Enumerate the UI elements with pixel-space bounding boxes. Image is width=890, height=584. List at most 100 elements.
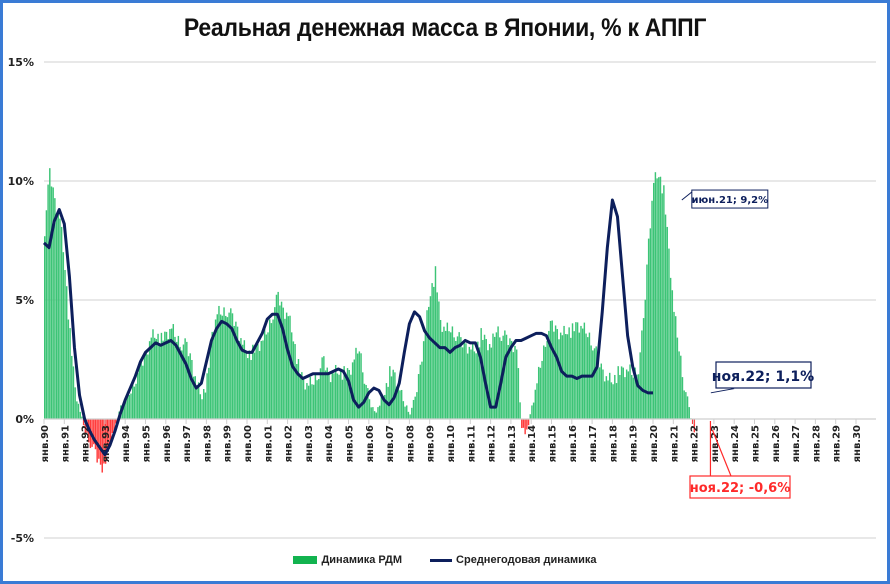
- bar: [441, 331, 443, 419]
- bar: [282, 307, 284, 419]
- annotation-label-line-latest: ноя.22; 1,1%: [712, 369, 814, 385]
- bar: [631, 374, 633, 419]
- bar: [686, 396, 689, 419]
- bar: [524, 419, 526, 435]
- y-tick-label: 15%: [8, 56, 34, 69]
- x-tick-label: янв.25: [751, 425, 762, 462]
- bar: [340, 368, 342, 419]
- bar: [243, 340, 246, 419]
- x-tick-label: янв.01: [263, 425, 274, 462]
- bar: [255, 343, 257, 419]
- bar: [289, 315, 291, 419]
- bar: [541, 360, 543, 419]
- bar: [248, 350, 251, 419]
- bar: [184, 338, 186, 419]
- bar: [306, 383, 308, 419]
- y-tick-label: 5%: [15, 294, 34, 307]
- bar: [641, 330, 643, 419]
- bar: [526, 419, 528, 430]
- bar: [57, 211, 59, 419]
- bar: [336, 373, 339, 419]
- x-tick-label: янв.29: [832, 425, 843, 462]
- bar: [609, 372, 611, 419]
- bar: [47, 184, 49, 419]
- chart-title: Реальная денежная масса в Японии, % к АП…: [183, 14, 707, 42]
- bar: [380, 396, 383, 419]
- bar: [311, 384, 313, 419]
- bar: [175, 341, 178, 419]
- bar: [177, 335, 180, 419]
- bar: [583, 322, 586, 419]
- bar: [334, 364, 337, 419]
- x-tick-label: янв.97: [182, 425, 193, 462]
- bar: [199, 394, 202, 419]
- bar: [373, 411, 376, 419]
- bar: [60, 226, 63, 419]
- bar: [478, 347, 481, 419]
- bar: [378, 405, 381, 419]
- bar: [65, 286, 68, 419]
- bar: [406, 405, 408, 419]
- bar: [461, 347, 464, 419]
- bar: [362, 372, 364, 419]
- bar: [150, 337, 153, 419]
- bar: [236, 326, 239, 419]
- bar: [72, 366, 75, 419]
- bar: [490, 347, 493, 419]
- bar: [302, 379, 305, 419]
- x-tick-label: янв.11: [466, 425, 477, 462]
- bar: [558, 339, 560, 419]
- annotation-box-line-latest: [715, 361, 812, 389]
- x-tick-label: янв.09: [426, 425, 437, 462]
- bar: [421, 361, 423, 419]
- bar: [267, 332, 269, 419]
- bar: [676, 337, 679, 419]
- bar: [309, 376, 312, 419]
- legend-item-line[interactable]: Среднегодовая динамика: [430, 554, 597, 566]
- legend-item-bars[interactable]: Динамика РДМ: [293, 554, 402, 566]
- bar: [581, 328, 584, 419]
- bar: [666, 226, 668, 419]
- bar: [455, 340, 457, 419]
- bar: [343, 366, 345, 419]
- bar: [507, 344, 509, 419]
- bar: [79, 411, 81, 419]
- bar: [377, 407, 379, 419]
- bar: [691, 419, 694, 424]
- bar-swatch-icon: [293, 556, 318, 564]
- bar: [50, 186, 53, 419]
- x-tick-label: янв.98: [202, 425, 213, 462]
- bar: [627, 371, 630, 419]
- bar: [505, 334, 508, 419]
- bar: [678, 351, 680, 419]
- bar: [390, 376, 393, 419]
- bar: [392, 369, 394, 419]
- bar: [527, 419, 530, 426]
- bar: [301, 372, 303, 419]
- bar: [152, 329, 154, 419]
- bar: [669, 277, 672, 419]
- y-axis-labels: 15% 10% 5% 0% -5%: [8, 56, 34, 545]
- bar: [477, 341, 479, 419]
- bar: [468, 346, 471, 419]
- bar: [400, 389, 403, 419]
- bar: [433, 286, 435, 419]
- bar: [280, 301, 283, 419]
- bar: [81, 416, 83, 419]
- bar: [142, 365, 144, 419]
- bar: [646, 264, 648, 419]
- bar: [448, 331, 450, 419]
- x-tick-label: янв.30: [852, 425, 863, 462]
- bar: [104, 419, 107, 464]
- bar: [683, 390, 685, 419]
- x-tick-label: янв.27: [791, 425, 802, 462]
- bar: [647, 238, 650, 419]
- bar: [268, 319, 271, 419]
- bar: [636, 374, 638, 419]
- bar: [409, 414, 411, 419]
- bar: [642, 318, 645, 419]
- bar: [485, 339, 487, 419]
- bar: [570, 337, 572, 419]
- bar: [548, 330, 550, 419]
- bar: [133, 386, 136, 419]
